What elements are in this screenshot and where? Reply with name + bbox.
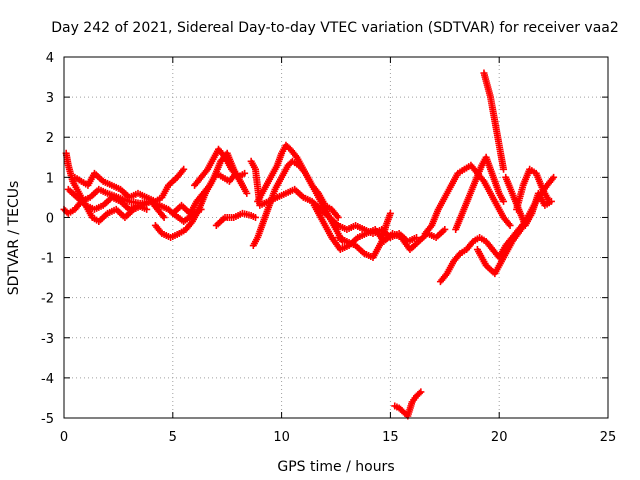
data-point [386, 209, 394, 217]
series-track-o [421, 161, 514, 237]
data-point [500, 197, 508, 205]
series-track-g [191, 145, 249, 189]
y-tick-label: 3 [46, 91, 54, 106]
data-point [500, 165, 508, 173]
data-point-fill [415, 389, 423, 397]
y-tick-label: 1 [46, 171, 54, 186]
x-tick-label: 0 [60, 430, 68, 445]
series-track-t [502, 173, 555, 229]
y-tick-label: -5 [41, 412, 54, 427]
y-tick-label: 2 [46, 131, 54, 146]
y-tick-label: -2 [41, 292, 54, 307]
data-point [180, 165, 188, 173]
series-track-c [71, 165, 188, 205]
y-axis-label: SDTVAR / TECUs [6, 181, 22, 296]
data-point [251, 213, 259, 221]
x-tick-label: 5 [169, 430, 177, 445]
data-point [143, 205, 151, 213]
series-track-d [64, 185, 151, 213]
x-axis-label: GPS time / hours [277, 459, 394, 475]
series-track-n [391, 388, 425, 420]
chart-title: Day 242 of 2021, Sidereal Day-to-day VTE… [51, 20, 619, 36]
data-point [550, 173, 558, 181]
data-point [545, 197, 553, 205]
y-tick-label: 4 [46, 51, 54, 66]
data-point [160, 213, 168, 221]
y-tick-label: -3 [41, 332, 54, 347]
x-tick-label: 10 [273, 430, 290, 445]
y-tick-label: -4 [41, 372, 54, 387]
data-points-layer [60, 69, 558, 420]
y-tick-label: -1 [41, 252, 54, 267]
data-point [238, 181, 246, 189]
data-point [417, 388, 425, 396]
y-tick-label: 0 [46, 211, 54, 226]
series-track-r [480, 69, 508, 173]
series-track-h [212, 209, 259, 229]
series-track-u [513, 165, 553, 213]
series-track-p [436, 217, 529, 286]
plot-frame [63, 56, 609, 419]
data-point [441, 225, 449, 233]
x-tick-label: 20 [491, 430, 508, 445]
data-point [506, 221, 514, 229]
data-point [241, 169, 249, 177]
series-track-m [334, 209, 394, 262]
series-track-q [452, 153, 508, 233]
x-tick-label: 15 [382, 430, 399, 445]
x-tick-label: 25 [600, 430, 617, 445]
data-point [243, 189, 251, 197]
data-point [334, 213, 342, 221]
